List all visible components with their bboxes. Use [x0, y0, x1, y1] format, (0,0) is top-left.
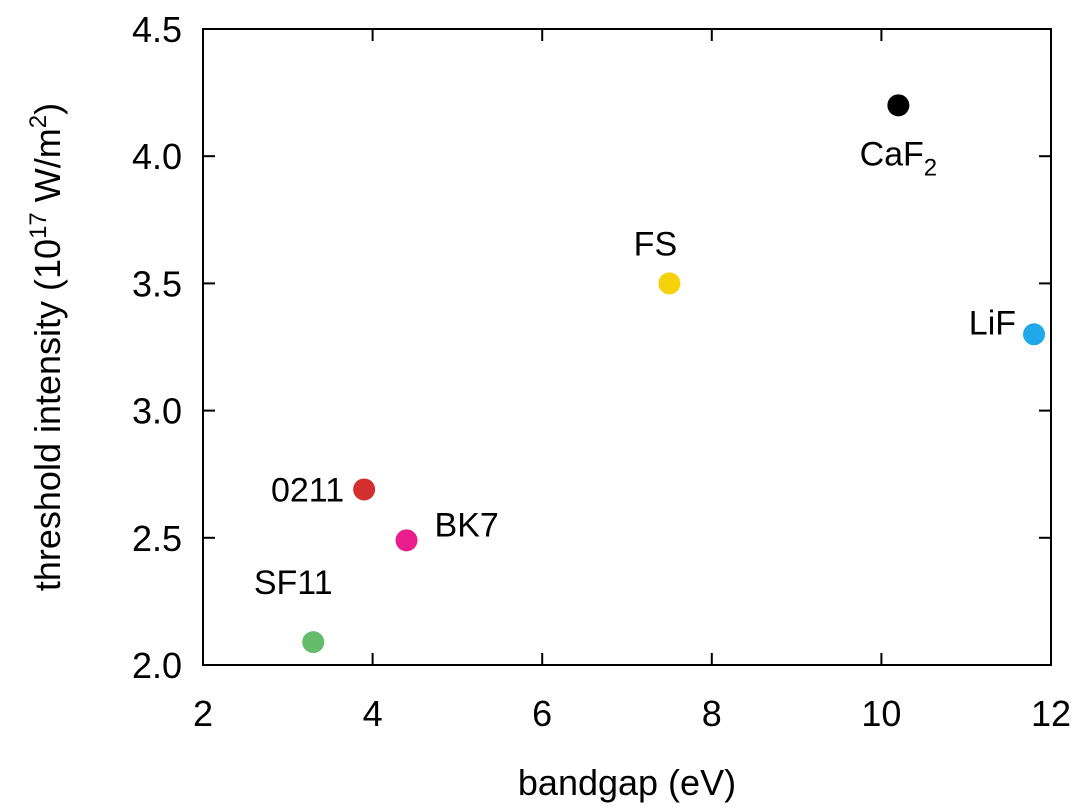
y-axis-title-suffix: )	[27, 103, 68, 115]
x-tick-label: 10	[861, 693, 901, 734]
y-axis-title-prefix: threshold intensity (10	[27, 239, 68, 591]
data-point-bk7	[395, 529, 418, 552]
y-axis-title-unit: W/m	[27, 128, 68, 212]
point-label-sf11: SF11	[254, 564, 333, 602]
data-point-0211	[353, 478, 376, 501]
plot-area	[202, 28, 1052, 666]
point-label-text: CaF	[860, 135, 924, 173]
x-axis-title: bandgap (eV)	[518, 762, 736, 803]
point-label-subscript: 2	[924, 154, 937, 181]
y-tick-label: 2.5	[132, 518, 182, 559]
point-label-fs: FS	[634, 225, 677, 263]
data-point-lif	[1023, 323, 1046, 346]
point-label-text: SF11	[254, 564, 333, 602]
y-axis-title-unit-exponent: 2	[25, 115, 52, 128]
point-label-0211: 0211	[271, 471, 344, 509]
y-tick-label: 3.0	[132, 391, 182, 432]
point-label-lif: LiF	[969, 304, 1016, 342]
x-tick-label: 6	[532, 693, 552, 734]
y-axis-title: threshold intensity (1017 W/m2)	[25, 103, 68, 591]
point-label-text: FS	[634, 225, 677, 263]
data-point-labels: SF11 0211 BK7 FS CaF2 LiF	[254, 135, 1016, 602]
y-axis-title-exponent: 17	[25, 212, 52, 239]
y-tick-label: 3.5	[132, 263, 182, 304]
plot-frame	[202, 28, 1052, 666]
x-tick-label: 12	[1031, 693, 1071, 734]
data-point-sf11	[302, 631, 325, 654]
y-tick-label: 4.0	[132, 136, 182, 177]
data-points	[302, 94, 1046, 654]
axis-tick-labels: 2 4 6 8 10 12 2.0 2.5 3.0 3.5 4.0 4.5	[132, 9, 1071, 734]
y-tick-label: 2.0	[132, 645, 182, 686]
point-label-bk7: BK7	[435, 506, 499, 544]
data-point-caf	[887, 94, 910, 117]
data-point-fs	[658, 272, 681, 295]
point-label-text: BK7	[435, 506, 499, 544]
x-tick-label: 8	[702, 693, 722, 734]
x-tick-label: 4	[363, 693, 383, 734]
axis-ticks	[202, 28, 1052, 666]
x-tick-label: 2	[193, 693, 213, 734]
point-label-text: 0211	[271, 471, 344, 509]
point-label-caf: CaF2	[860, 135, 938, 181]
point-label-text: LiF	[969, 304, 1016, 342]
y-tick-label: 4.5	[132, 9, 182, 50]
